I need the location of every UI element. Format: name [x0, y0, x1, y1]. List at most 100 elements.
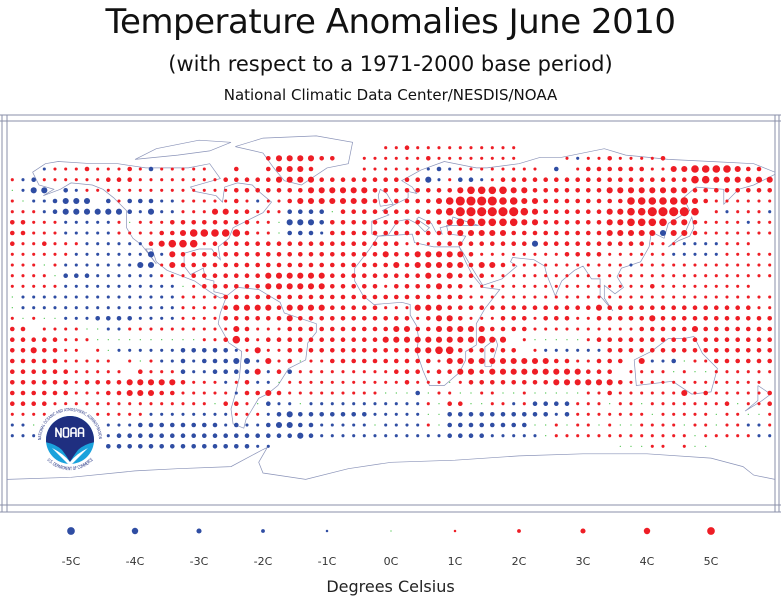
anomaly-dot [404, 369, 410, 375]
anomaly-dot [180, 220, 186, 225]
anomaly-dot [565, 263, 569, 267]
anomaly-dot [414, 261, 421, 269]
anomaly-dot [405, 412, 409, 416]
anomaly-dot [298, 348, 303, 353]
anomaly-dot [148, 166, 154, 172]
anomaly-dot [575, 198, 580, 204]
anomaly-dot [159, 433, 164, 439]
anomaly-dot [724, 348, 730, 353]
anomaly-dot [160, 412, 164, 416]
anomaly-dot [213, 391, 217, 395]
anomaly-dot [62, 208, 69, 215]
anomaly-dot [22, 200, 24, 202]
anomaly-dot [446, 357, 453, 365]
anomaly-dot [256, 220, 260, 224]
anomaly-dot [640, 434, 644, 438]
anomaly-dot [52, 380, 58, 385]
anomaly-dot [106, 316, 111, 321]
anomaly-dot [275, 165, 283, 173]
anomaly-dot [255, 252, 260, 257]
anomaly-dot [351, 412, 357, 417]
anomaly-dot [670, 219, 677, 226]
anomaly-dot [531, 368, 539, 375]
anomaly-dot [746, 348, 751, 353]
anomaly-dot [160, 178, 164, 182]
anomaly-dot [480, 252, 484, 256]
anomaly-dot [435, 261, 443, 269]
anomaly-dot [96, 231, 100, 235]
anomaly-dot [106, 402, 110, 406]
anomaly-dot [617, 219, 624, 226]
anomaly-dot [586, 252, 591, 257]
anomaly-dot [96, 220, 100, 224]
anomaly-dot [477, 207, 487, 217]
anomaly-dot [746, 242, 750, 246]
anomaly-dot [266, 380, 270, 384]
anomaly-dot [256, 423, 260, 427]
anomaly-dot [596, 166, 602, 172]
anomaly-dot [499, 357, 507, 365]
anomaly-dot [660, 305, 666, 311]
anomaly-dot [554, 274, 558, 278]
anomaly-dot [564, 220, 570, 225]
anomaly-dot [20, 230, 26, 236]
anomaly-dot [457, 368, 464, 375]
legend-label: 5C [703, 555, 719, 568]
anomaly-dot [458, 422, 463, 428]
anomaly-dot [416, 146, 420, 150]
anomaly-dot [373, 380, 377, 384]
anomaly-dot [234, 380, 238, 384]
anomaly-dot [725, 412, 729, 416]
anomaly-dot [457, 229, 464, 237]
anomaly-dot [64, 402, 68, 406]
anomaly-dot [277, 402, 281, 406]
anomaly-dot [501, 295, 505, 299]
anomaly-dot [138, 306, 142, 310]
anomaly-dot [160, 210, 164, 214]
anomaly-dot [500, 412, 506, 417]
anomaly-dot [362, 167, 366, 171]
anomaly-dot [244, 188, 250, 193]
anomaly-dot [10, 284, 14, 288]
anomaly-dot [330, 273, 335, 279]
anomaly-dot [372, 305, 378, 311]
anomaly-dot [670, 229, 677, 237]
anomaly-dot [373, 434, 377, 438]
anomaly-dot [63, 273, 68, 279]
anomaly-dot [256, 412, 260, 416]
anomaly-dot [586, 156, 590, 160]
anomaly-dot [629, 380, 633, 384]
anomaly-dot [447, 294, 453, 300]
anomaly-dot [638, 187, 645, 194]
anomaly-dot [330, 241, 335, 246]
anomaly-dot [117, 167, 121, 171]
anomaly-dot [489, 357, 496, 365]
anomaly-dot [298, 412, 303, 417]
anomaly-dot [437, 434, 441, 438]
anomaly-dot [737, 403, 739, 405]
anomaly-dot [693, 380, 697, 384]
anomaly-dot [307, 187, 315, 194]
anomaly-dot [458, 380, 462, 384]
anomaly-dot [10, 220, 15, 225]
anomaly-dot [658, 207, 668, 217]
anomaly-dot [520, 207, 529, 216]
anomaly-dot [234, 412, 238, 416]
anomaly-dot [255, 273, 260, 279]
anomaly-dot [96, 167, 100, 171]
anomaly-dot [488, 186, 497, 195]
anomaly-dot [298, 209, 303, 214]
coastlines [6, 135, 776, 480]
anomaly-dot [32, 295, 36, 299]
anomaly-dot [712, 165, 721, 173]
anomaly-dot [630, 445, 632, 447]
anomaly-dot [554, 401, 559, 407]
anomaly-dot [351, 209, 357, 214]
anomaly-dot [307, 272, 315, 279]
anomaly-dot [351, 241, 357, 246]
anomaly-dot [618, 274, 622, 278]
anomaly-dot [138, 210, 142, 214]
anomaly-dot [234, 444, 239, 449]
anomaly-dot [455, 207, 465, 217]
anomaly-dot [213, 188, 217, 192]
